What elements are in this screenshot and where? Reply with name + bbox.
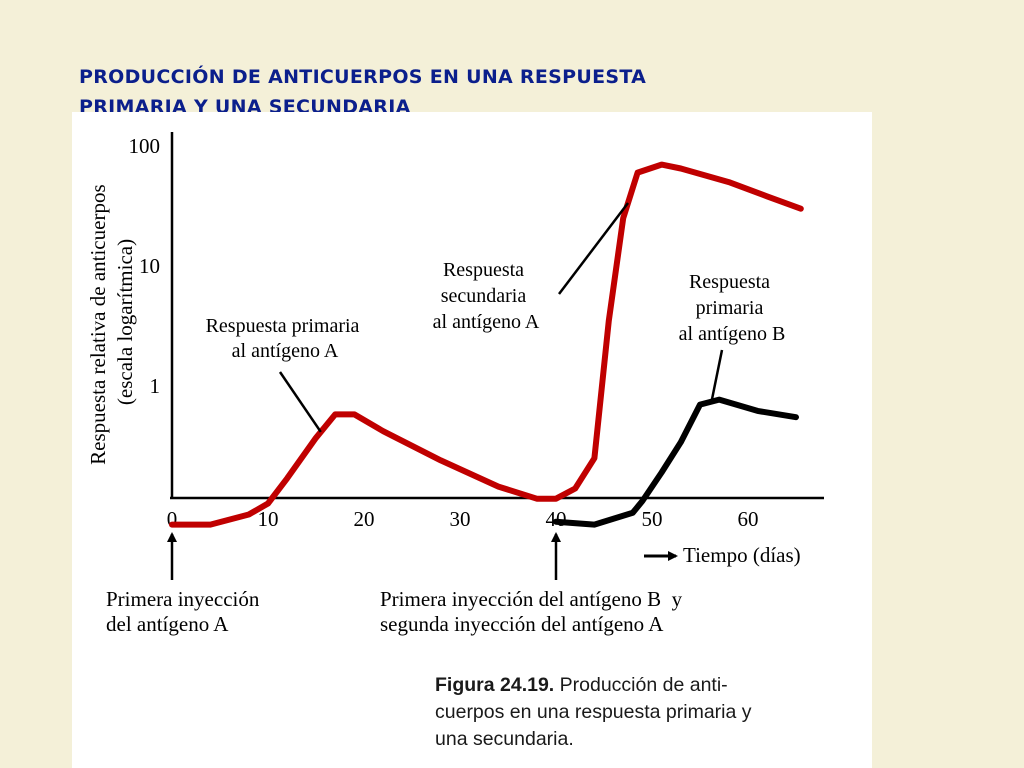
antibody-response-chart: Respuesta relativa de anticuerpos (escal…	[72, 112, 824, 636]
annotation-secundaria-a-line-2: secundaria	[441, 285, 527, 307]
x-tick-label: 10	[258, 507, 279, 531]
injection-label-2-line-1: Primera inyección del antígeno B y	[380, 587, 683, 611]
y-axis-label-line-1: Respuesta relativa de anticuerpos	[86, 184, 110, 464]
annotation-primaria-b-leader	[710, 349, 724, 402]
annotation-secundaria-a-line-3: al antígeno A	[433, 311, 540, 333]
figure-caption: Figura 24.19. Producción de anti- cuerpo…	[435, 672, 875, 753]
y-tick-label: 10	[139, 254, 160, 278]
annotation-primaria-b-line-3: al antígeno B	[679, 323, 786, 345]
injection-label-2-line-2: segunda inyección del antígeno A	[380, 612, 664, 636]
x-tick-label: 60	[738, 507, 759, 531]
y-tick-label: 100	[129, 134, 161, 158]
x-axis-label: Tiempo (días)	[683, 543, 801, 567]
x-tick-label: 50	[642, 507, 663, 531]
annotation-primaria-a: Respuesta primaria al antígeno A	[206, 315, 365, 362]
figure-panel: Respuesta relativa de anticuerpos (escal…	[72, 112, 872, 768]
annotation-primaria-a-line-1: Respuesta primaria	[206, 315, 360, 337]
annotation-secundaria-a-line-1: Respuesta	[443, 259, 524, 281]
slide-title-line-1: PRODUCCIÓN DE ANTICUERPOS EN UNA RESPUES…	[79, 66, 647, 88]
figure-caption-text-3: una secundaria.	[435, 728, 574, 750]
figure-caption-text-1: Producción de anti-	[559, 674, 728, 696]
series-line-antigen-a	[169, 161, 804, 528]
annotation-primaria-b-line-2: primaria	[696, 297, 764, 319]
figure-caption-label: Figura 24.19.	[435, 674, 555, 696]
y-tick-label: 1	[150, 374, 161, 398]
y-axis-label: Respuesta relativa de anticuerpos (escal…	[86, 179, 137, 465]
injection-label-1-line-2: del antígeno A	[106, 612, 229, 636]
x-tick-label: 20	[354, 507, 375, 531]
y-axis-label-line-2: (escala logarítmica)	[113, 239, 137, 405]
annotation-primaria-a-line-2: al antígeno A	[232, 340, 339, 362]
injection-label-1: Primera inyección del antígeno A	[106, 587, 265, 636]
annotation-primaria-b-line-1: Respuesta	[689, 271, 770, 293]
y-tick-labels: 1 10 100	[129, 134, 161, 398]
annotation-secundaria-a: Respuesta secundaria al antígeno A	[433, 259, 540, 333]
x-tick-labels: 0 10 20 30 40 50 60	[167, 507, 759, 531]
series-line-antigen-b	[553, 396, 799, 528]
x-tick-label: 0	[167, 507, 178, 531]
x-tick-label: 30	[450, 507, 471, 531]
annotation-secundaria-a-leader	[558, 202, 629, 295]
injection-label-1-line-1: Primera inyección	[106, 587, 260, 611]
injection-label-2: Primera inyección del antígeno B y segun…	[72, 112, 719, 636]
annotation-primaria-b: Respuesta primaria al antígeno B	[679, 271, 786, 345]
figure-caption-text-2: cuerpos en una respuesta primaria y	[435, 701, 752, 723]
annotation-primaria-a-leader	[278, 371, 322, 433]
